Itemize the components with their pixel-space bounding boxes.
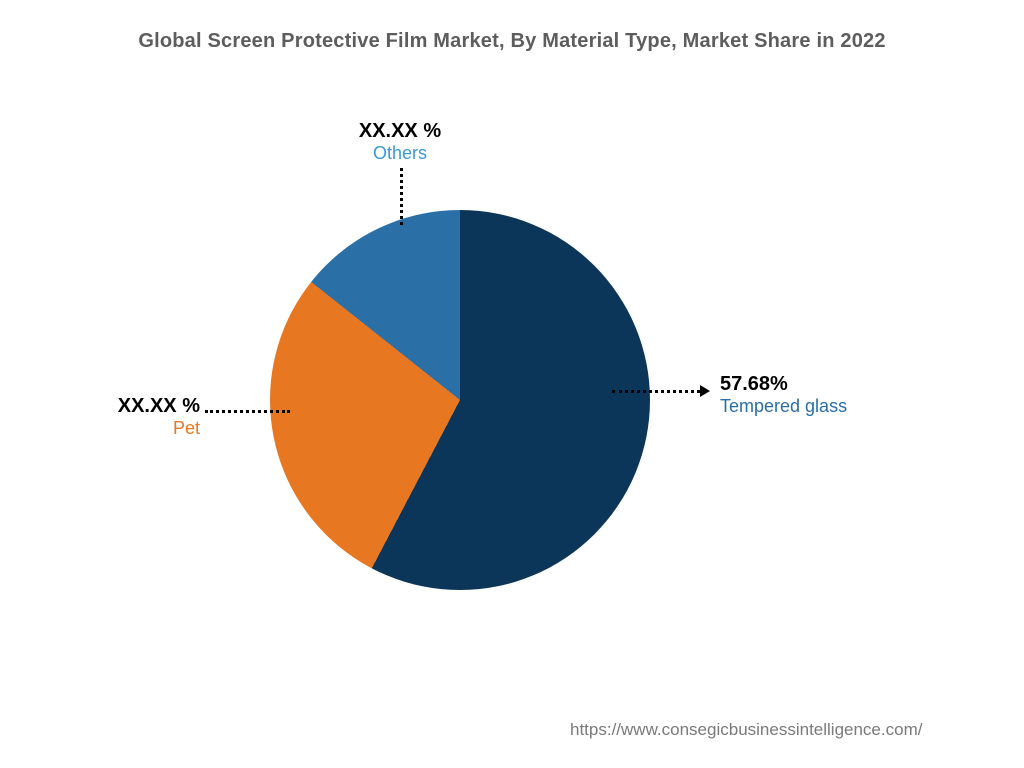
leader-line-tempered (612, 390, 700, 393)
pct-pet: XX.XX % (118, 395, 200, 417)
label-pet: Pet (110, 418, 200, 439)
pie-chart (270, 210, 650, 590)
pct-others: XX.XX % (359, 120, 441, 142)
pct-tempered-glass: 57.68% (720, 373, 788, 395)
leader-line-others (400, 168, 403, 225)
callout-tempered-glass: 57.68% Tempered glass (720, 373, 847, 417)
callout-others: XX.XX % Others (330, 120, 470, 164)
chart-area: 57.68% Tempered glass XX.XX % Pet XX.XX … (0, 0, 1024, 768)
arrowhead-tempered (700, 385, 710, 397)
leader-line-pet (205, 410, 290, 413)
callout-pet: XX.XX % Pet (110, 395, 200, 439)
label-others: Others (330, 143, 470, 164)
source-url: https://www.consegicbusinessintelligence… (570, 720, 922, 740)
label-tempered-glass: Tempered glass (720, 396, 847, 417)
chart-container: { "title": { "text": "Global Screen Prot… (0, 0, 1024, 768)
